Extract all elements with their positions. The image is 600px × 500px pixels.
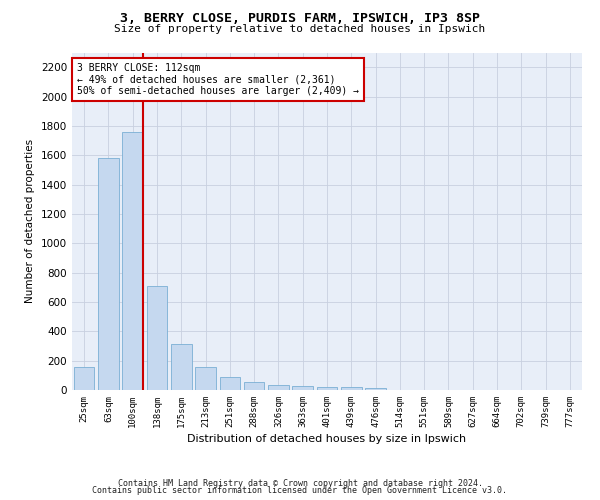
Bar [292,386,313,390]
Text: 3, BERRY CLOSE, PURDIS FARM, IPSWICH, IP3 8SP: 3, BERRY CLOSE, PURDIS FARM, IPSWICH, IP… [120,12,480,26]
Bar [171,344,191,390]
Bar [317,387,337,390]
Bar [244,382,265,390]
Bar [98,158,119,390]
Bar [268,385,289,390]
X-axis label: Distribution of detached houses by size in Ipswich: Distribution of detached houses by size … [187,434,467,444]
Text: Size of property relative to detached houses in Ipswich: Size of property relative to detached ho… [115,24,485,34]
Bar [341,387,362,390]
Text: 3 BERRY CLOSE: 112sqm
← 49% of detached houses are smaller (2,361)
50% of semi-d: 3 BERRY CLOSE: 112sqm ← 49% of detached … [77,62,359,96]
Y-axis label: Number of detached properties: Number of detached properties [25,139,35,304]
Bar [365,388,386,390]
Bar [122,132,143,390]
Bar [146,286,167,390]
Bar [74,366,94,390]
Text: Contains HM Land Registry data © Crown copyright and database right 2024.: Contains HM Land Registry data © Crown c… [118,478,482,488]
Text: Contains public sector information licensed under the Open Government Licence v3: Contains public sector information licen… [92,486,508,495]
Bar [220,377,240,390]
Bar [195,366,216,390]
